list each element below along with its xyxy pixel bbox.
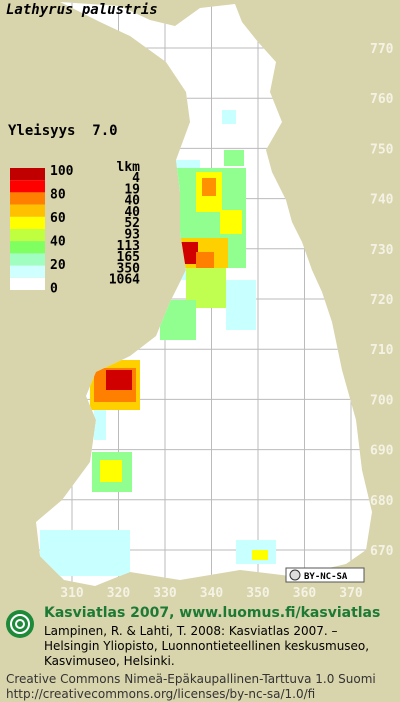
count-label: 350 xyxy=(117,261,141,276)
y-label: 730 xyxy=(370,243,394,258)
scale-label: 20 xyxy=(50,258,66,273)
y-label: 740 xyxy=(370,193,394,208)
frequency: Yleisyys 7.0 xyxy=(8,123,118,139)
license-badge: BY-NC-SA xyxy=(304,572,348,582)
count-label: 19 xyxy=(124,182,140,197)
y-label: 700 xyxy=(370,393,394,408)
y-label: 690 xyxy=(370,444,394,459)
x-label: 360 xyxy=(293,586,317,601)
y-label: 710 xyxy=(370,343,394,358)
legend-swatch xyxy=(10,216,45,229)
license-text: Creative Commons Nimeä-Epäkaupallinen-Ta… xyxy=(6,672,376,686)
scale-label: 80 xyxy=(50,188,66,203)
license-url: http://creativecommons.org/licenses/by-n… xyxy=(6,687,315,701)
legend-swatch xyxy=(10,277,45,290)
logo xyxy=(6,610,34,638)
cc-icon xyxy=(289,569,301,581)
legend-swatch xyxy=(10,168,45,181)
x-label: 320 xyxy=(107,586,131,601)
y-label: 750 xyxy=(370,142,394,157)
scale-label: 40 xyxy=(50,235,66,250)
count-header: lkm xyxy=(117,160,141,175)
count-label: 52 xyxy=(124,216,140,231)
citation-line: Helsingin Yliopisto, Luonnontieteellinen… xyxy=(44,639,369,653)
x-label: 310 xyxy=(60,586,84,601)
legend-swatch xyxy=(10,180,45,193)
y-label: 720 xyxy=(370,293,394,308)
y-label: 760 xyxy=(370,92,394,107)
count-label: 4 xyxy=(132,171,140,186)
scale-label: 0 xyxy=(50,282,58,297)
scale-label: 60 xyxy=(50,211,66,226)
y-labels: 770 760 750 740 730 720 710 700 690 680 670 xyxy=(370,42,394,559)
y-label: 680 xyxy=(370,494,394,509)
y-label: 670 xyxy=(370,544,394,559)
x-label: 350 xyxy=(246,586,270,601)
count-label: 165 xyxy=(117,250,140,265)
scale-label: 100 xyxy=(50,164,74,179)
legend-swatch xyxy=(10,265,45,278)
atlas-title: Kasviatlas 2007, www.luomus.fi/kasviatla… xyxy=(44,605,380,621)
citation-line: Lampinen, R. & Lahti, T. 2008: Kasviatla… xyxy=(44,624,338,638)
x-labels: 310 320 330 340 350 360 370 xyxy=(60,586,363,601)
y-label: 770 xyxy=(370,42,394,57)
legend-swatch xyxy=(10,241,45,254)
count-label: 93 xyxy=(124,228,140,243)
count-label: 1064 xyxy=(109,273,140,288)
x-label: 330 xyxy=(153,586,177,601)
x-label: 370 xyxy=(339,586,363,601)
legend-swatch xyxy=(10,229,45,242)
x-label: 340 xyxy=(200,586,224,601)
citation-line: Kasvimuseo, Helsinki. xyxy=(44,654,175,668)
legend-swatch xyxy=(10,192,45,205)
species-title: Lathyrus palustris xyxy=(6,2,158,18)
count-label: 40 xyxy=(124,205,140,220)
license-badge-box xyxy=(285,567,365,583)
count-label: 40 xyxy=(124,194,140,209)
legend-swatch xyxy=(10,253,45,266)
count-label: 113 xyxy=(117,239,140,254)
legend-swatch xyxy=(10,204,45,217)
